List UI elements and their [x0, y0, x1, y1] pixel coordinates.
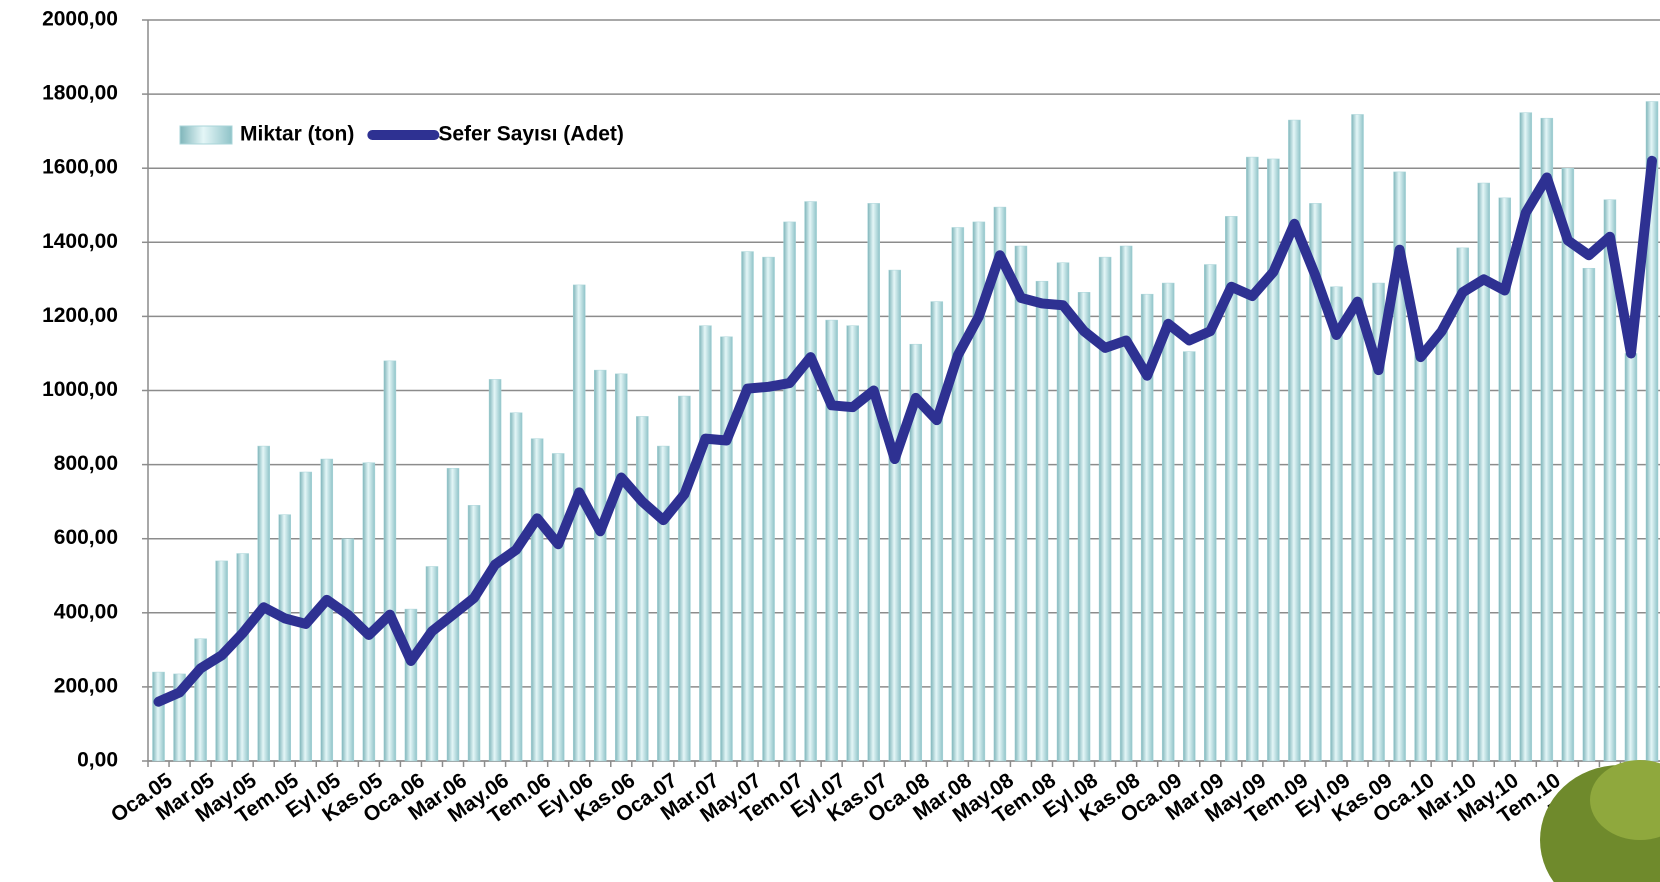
bar [909, 343, 923, 762]
bar [1393, 171, 1406, 762]
bar [972, 221, 986, 762]
bar [615, 373, 628, 762]
bar [636, 416, 649, 762]
bar [720, 336, 733, 762]
bar [194, 638, 207, 762]
bar [1414, 353, 1427, 762]
bar [341, 538, 355, 762]
bar [741, 251, 754, 762]
bar [278, 514, 291, 762]
bar [1561, 167, 1575, 762]
bar [930, 301, 944, 762]
y-tick-label: 0,00 [77, 749, 118, 772]
bar [530, 438, 544, 762]
bar [1182, 351, 1196, 762]
bar [467, 505, 481, 762]
bar [1519, 112, 1533, 762]
bar [993, 206, 1007, 762]
bar [1645, 101, 1659, 762]
y-tick-label: 1600,00 [42, 156, 118, 179]
bar [1098, 256, 1112, 762]
bar [1225, 216, 1238, 762]
y-tick-label: 800,00 [54, 452, 118, 475]
bar [657, 445, 670, 762]
y-tick-label: 400,00 [54, 600, 118, 623]
bar [1624, 353, 1638, 762]
y-tick-label: 600,00 [54, 526, 118, 549]
bar [1119, 245, 1133, 762]
bar [846, 325, 859, 762]
bar [1582, 267, 1596, 762]
legend-label: Sefer Sayısı (Adet) [438, 123, 624, 146]
bar [509, 412, 523, 762]
bar [362, 462, 376, 762]
bar [1477, 182, 1490, 762]
legend-label: Miktar (ton) [240, 123, 354, 146]
bar [804, 201, 817, 762]
bar [1077, 292, 1091, 762]
bar [678, 395, 691, 762]
bar [1351, 114, 1364, 762]
y-tick-label: 200,00 [54, 674, 118, 697]
bar [594, 369, 607, 762]
bar [236, 553, 249, 762]
bar [572, 284, 586, 762]
decoration [1590, 760, 1660, 840]
bar [1267, 158, 1280, 762]
bar [1372, 282, 1385, 762]
bar [383, 360, 397, 762]
bar [1330, 286, 1343, 762]
bar [1014, 245, 1028, 762]
y-tick-label: 1000,00 [42, 378, 118, 401]
y-tick-label: 1800,00 [42, 82, 118, 105]
bar [951, 227, 965, 762]
bar [551, 453, 565, 762]
bar [1498, 197, 1512, 762]
y-tick-label: 2000,00 [42, 8, 118, 31]
bar [1204, 264, 1217, 762]
bar [1456, 247, 1469, 762]
bar [888, 269, 901, 762]
bar [1603, 199, 1617, 762]
bar [1246, 156, 1259, 762]
y-tick-label: 1400,00 [42, 230, 118, 253]
bar [1435, 330, 1448, 762]
bar [1140, 293, 1154, 762]
bar [1035, 280, 1049, 762]
y-tick-label: 1200,00 [42, 304, 118, 327]
bar [1288, 119, 1301, 762]
line [153, 155, 1657, 707]
bar [1540, 117, 1554, 762]
bar [762, 256, 775, 762]
bar [1056, 262, 1070, 762]
bar [1161, 282, 1175, 762]
bar [783, 221, 796, 762]
bar [425, 566, 439, 762]
bar [1309, 203, 1322, 762]
bar [404, 608, 418, 762]
legend-swatch [179, 125, 233, 145]
bar [699, 325, 712, 762]
bar [152, 671, 165, 762]
bar [825, 319, 838, 762]
bar [867, 203, 880, 762]
